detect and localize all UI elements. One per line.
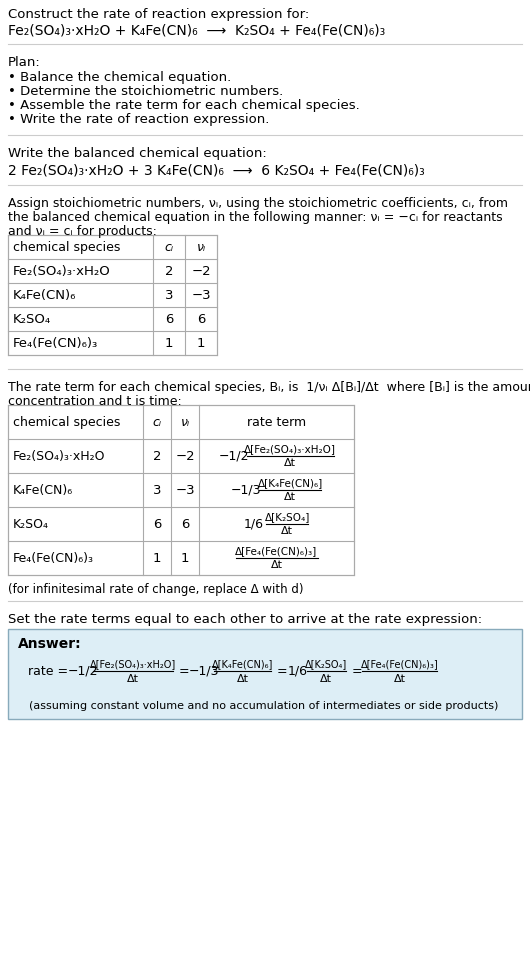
Text: cᵢ: cᵢ <box>153 416 162 428</box>
Text: Δ[Fe₄(Fe(CN)₆)₃]: Δ[Fe₄(Fe(CN)₆)₃] <box>360 659 438 669</box>
Text: 3: 3 <box>165 288 173 302</box>
Text: Δt: Δt <box>284 458 296 468</box>
Text: (assuming constant volume and no accumulation of intermediates or side products): (assuming constant volume and no accumul… <box>29 701 499 711</box>
Text: rate term: rate term <box>247 416 306 428</box>
Text: −3: −3 <box>175 483 195 497</box>
Text: =: = <box>273 664 292 677</box>
Text: Δt: Δt <box>237 674 249 684</box>
Text: Δt: Δt <box>284 492 296 502</box>
FancyBboxPatch shape <box>8 629 522 719</box>
Text: Answer:: Answer: <box>18 637 82 651</box>
Text: Δ[Fe₂(SO₄)₃·xH₂O]: Δ[Fe₂(SO₄)₃·xH₂O] <box>90 659 176 669</box>
Text: Δt: Δt <box>281 526 293 536</box>
Text: Δ[Fe₂(SO₄)₃·xH₂O]: Δ[Fe₂(SO₄)₃·xH₂O] <box>244 444 336 454</box>
Text: νᵢ: νᵢ <box>197 240 206 254</box>
Text: 3: 3 <box>153 483 161 497</box>
Text: 1: 1 <box>197 336 205 350</box>
Text: Δt: Δt <box>127 674 139 684</box>
Text: Fe₂(SO₄)₃·xH₂O: Fe₂(SO₄)₃·xH₂O <box>13 265 111 277</box>
FancyBboxPatch shape <box>8 235 217 355</box>
Text: Δ[K₂SO₄]: Δ[K₂SO₄] <box>264 512 310 522</box>
Text: 2: 2 <box>153 450 161 463</box>
Text: =: = <box>348 664 366 677</box>
Text: (for infinitesimal rate of change, replace Δ with d): (for infinitesimal rate of change, repla… <box>8 583 304 596</box>
Text: K₂SO₄: K₂SO₄ <box>13 517 49 530</box>
Text: • Balance the chemical equation.: • Balance the chemical equation. <box>8 71 231 84</box>
Text: −2: −2 <box>175 450 195 463</box>
Text: Δ[K₄Fe(CN)₆]: Δ[K₄Fe(CN)₆] <box>258 478 323 488</box>
Text: • Assemble the rate term for each chemical species.: • Assemble the rate term for each chemic… <box>8 99 360 112</box>
Text: 6: 6 <box>181 517 189 530</box>
Text: K₄Fe(CN)₆: K₄Fe(CN)₆ <box>13 483 73 497</box>
Text: 6: 6 <box>197 313 205 325</box>
Text: the balanced chemical equation in the following manner: νᵢ = −cᵢ for reactants: the balanced chemical equation in the fo… <box>8 211 502 224</box>
Text: Fe₂(SO₄)₃·xH₂O: Fe₂(SO₄)₃·xH₂O <box>13 450 105 463</box>
Text: Construct the rate of reaction expression for:: Construct the rate of reaction expressio… <box>8 8 309 21</box>
Text: 1/6: 1/6 <box>287 664 307 677</box>
Text: rate =: rate = <box>28 664 72 677</box>
Text: concentration and t is time:: concentration and t is time: <box>8 395 182 408</box>
Text: Fe₄(Fe(CN)₆)₃: Fe₄(Fe(CN)₆)₃ <box>13 552 94 564</box>
Text: −1/2: −1/2 <box>68 664 99 677</box>
Text: and νᵢ = cᵢ for products:: and νᵢ = cᵢ for products: <box>8 225 157 238</box>
Text: −1/3: −1/3 <box>231 483 261 497</box>
Text: Δ[K₂SO₄]: Δ[K₂SO₄] <box>305 659 348 669</box>
Text: 1: 1 <box>181 552 189 564</box>
Text: Write the balanced chemical equation:: Write the balanced chemical equation: <box>8 147 267 160</box>
Text: −1/2: −1/2 <box>218 450 249 463</box>
Text: cᵢ: cᵢ <box>164 240 173 254</box>
Text: Set the rate terms equal to each other to arrive at the rate expression:: Set the rate terms equal to each other t… <box>8 613 482 626</box>
Text: Δ[K₄Fe(CN)₆]: Δ[K₄Fe(CN)₆] <box>212 659 273 669</box>
Text: 2 Fe₂(SO₄)₃·xH₂O + 3 K₄Fe(CN)₆  ⟶  6 K₂SO₄ + Fe₄(Fe(CN)₆)₃: 2 Fe₂(SO₄)₃·xH₂O + 3 K₄Fe(CN)₆ ⟶ 6 K₂SO₄… <box>8 163 425 177</box>
Text: 1: 1 <box>153 552 161 564</box>
Text: • Write the rate of reaction expression.: • Write the rate of reaction expression. <box>8 113 269 126</box>
Text: =: = <box>175 664 194 677</box>
Text: Plan:: Plan: <box>8 56 41 69</box>
Text: 6: 6 <box>165 313 173 325</box>
Text: chemical species: chemical species <box>13 416 120 428</box>
Text: K₄Fe(CN)₆: K₄Fe(CN)₆ <box>13 288 76 302</box>
Text: 1/6: 1/6 <box>244 517 264 530</box>
Text: Fe₄(Fe(CN)₆)₃: Fe₄(Fe(CN)₆)₃ <box>13 336 98 350</box>
Text: −3: −3 <box>191 288 211 302</box>
Text: Assign stoichiometric numbers, νᵢ, using the stoichiometric coefficients, cᵢ, fr: Assign stoichiometric numbers, νᵢ, using… <box>8 197 508 210</box>
Text: −1/3: −1/3 <box>189 664 220 677</box>
Text: Δt: Δt <box>270 560 282 570</box>
Text: 2: 2 <box>165 265 173 277</box>
Text: • Determine the stoichiometric numbers.: • Determine the stoichiometric numbers. <box>8 85 283 98</box>
Text: Δt: Δt <box>320 674 332 684</box>
Text: νᵢ: νᵢ <box>180 416 190 428</box>
Text: Δ[Fe₄(Fe(CN)₆)₃]: Δ[Fe₄(Fe(CN)₆)₃] <box>235 546 317 556</box>
Text: −2: −2 <box>191 265 211 277</box>
Text: 1: 1 <box>165 336 173 350</box>
Text: The rate term for each chemical species, Bᵢ, is  1/νᵢ Δ[Bᵢ]/Δt  where [Bᵢ] is th: The rate term for each chemical species,… <box>8 381 530 394</box>
Text: 6: 6 <box>153 517 161 530</box>
Text: chemical species: chemical species <box>13 240 120 254</box>
Text: Fe₂(SO₄)₃·xH₂O + K₄Fe(CN)₆  ⟶  K₂SO₄ + Fe₄(Fe(CN)₆)₃: Fe₂(SO₄)₃·xH₂O + K₄Fe(CN)₆ ⟶ K₂SO₄ + Fe₄… <box>8 24 385 38</box>
Text: Δt: Δt <box>393 674 405 684</box>
Text: K₂SO₄: K₂SO₄ <box>13 313 51 325</box>
FancyBboxPatch shape <box>8 405 354 575</box>
